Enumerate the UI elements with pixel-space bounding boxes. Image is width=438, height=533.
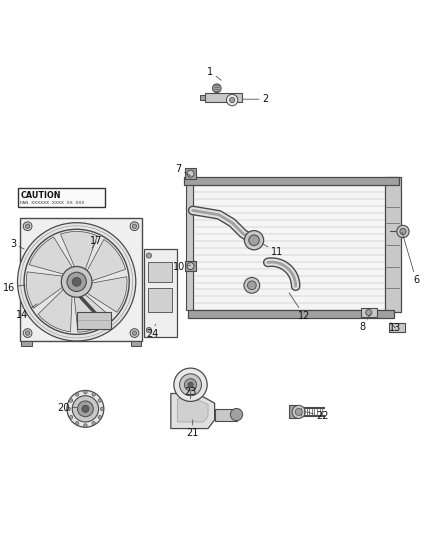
Circle shape — [146, 327, 152, 333]
Circle shape — [292, 405, 305, 418]
Text: 23: 23 — [184, 387, 197, 399]
Text: 7: 7 — [176, 164, 191, 176]
Circle shape — [397, 225, 409, 238]
Polygon shape — [184, 177, 399, 185]
Polygon shape — [21, 341, 32, 346]
Polygon shape — [144, 249, 177, 336]
Polygon shape — [205, 93, 242, 102]
Text: 21: 21 — [187, 420, 199, 438]
Text: 3: 3 — [10, 239, 24, 249]
Circle shape — [146, 253, 152, 258]
Circle shape — [226, 94, 238, 106]
Circle shape — [230, 98, 235, 103]
Polygon shape — [289, 405, 297, 418]
Circle shape — [67, 407, 71, 410]
Polygon shape — [60, 231, 97, 272]
Text: 16: 16 — [3, 282, 25, 293]
Polygon shape — [193, 185, 390, 310]
Polygon shape — [361, 308, 377, 317]
Circle shape — [132, 331, 137, 335]
Circle shape — [67, 391, 104, 427]
Circle shape — [75, 393, 79, 396]
Polygon shape — [171, 393, 215, 429]
Polygon shape — [201, 95, 205, 101]
Polygon shape — [185, 168, 196, 179]
Polygon shape — [131, 341, 141, 346]
Circle shape — [67, 272, 86, 292]
Polygon shape — [389, 322, 405, 332]
Text: FAN  XXXXXX  XXXX  XX  XXX: FAN XXXXXX XXXX XX XXX — [20, 201, 84, 205]
Polygon shape — [29, 237, 74, 275]
Circle shape — [98, 399, 102, 402]
Circle shape — [174, 368, 207, 401]
Circle shape — [247, 281, 256, 290]
Circle shape — [98, 415, 102, 419]
Text: 14: 14 — [16, 304, 37, 320]
Circle shape — [82, 405, 89, 413]
Text: CAUTION: CAUTION — [21, 191, 61, 200]
Circle shape — [92, 393, 95, 396]
Circle shape — [100, 407, 104, 410]
Text: 24: 24 — [146, 324, 159, 338]
Text: 20: 20 — [57, 402, 77, 413]
FancyBboxPatch shape — [18, 188, 105, 207]
Circle shape — [187, 263, 194, 270]
Circle shape — [400, 229, 406, 235]
Circle shape — [75, 422, 79, 425]
Text: 8: 8 — [360, 314, 370, 332]
Polygon shape — [77, 312, 111, 329]
Circle shape — [366, 310, 372, 316]
Circle shape — [61, 266, 92, 297]
Text: 13: 13 — [389, 322, 401, 333]
Circle shape — [130, 222, 139, 231]
Circle shape — [212, 84, 221, 93]
Polygon shape — [85, 239, 125, 282]
Circle shape — [184, 378, 197, 391]
Circle shape — [72, 395, 99, 422]
Text: 12: 12 — [289, 293, 310, 320]
Text: 10: 10 — [173, 262, 191, 272]
Polygon shape — [185, 261, 196, 271]
Circle shape — [187, 170, 194, 177]
Circle shape — [188, 382, 193, 387]
Circle shape — [180, 374, 201, 395]
Circle shape — [249, 235, 259, 246]
Polygon shape — [84, 277, 127, 312]
Text: 6: 6 — [402, 232, 419, 285]
Circle shape — [244, 231, 264, 250]
Circle shape — [132, 224, 137, 229]
Circle shape — [230, 408, 243, 421]
Polygon shape — [188, 310, 394, 318]
Polygon shape — [148, 288, 172, 312]
Circle shape — [295, 408, 302, 415]
Circle shape — [69, 399, 73, 402]
Circle shape — [130, 329, 139, 337]
Circle shape — [69, 415, 73, 419]
Circle shape — [84, 424, 87, 427]
Polygon shape — [38, 287, 72, 332]
Polygon shape — [177, 399, 208, 422]
Circle shape — [23, 329, 32, 337]
Circle shape — [18, 223, 136, 341]
Circle shape — [23, 222, 32, 231]
Text: 1: 1 — [207, 67, 221, 80]
Polygon shape — [74, 293, 112, 332]
Polygon shape — [385, 177, 401, 312]
Text: 17: 17 — [90, 236, 102, 248]
Circle shape — [25, 224, 30, 229]
Polygon shape — [20, 219, 142, 341]
Circle shape — [78, 401, 93, 417]
Polygon shape — [186, 177, 193, 310]
Circle shape — [25, 331, 30, 335]
Text: 2: 2 — [243, 94, 268, 104]
Text: 22: 22 — [307, 411, 328, 421]
Circle shape — [244, 278, 260, 293]
Polygon shape — [215, 409, 237, 421]
Polygon shape — [148, 262, 172, 282]
Polygon shape — [26, 272, 66, 308]
Circle shape — [92, 422, 95, 425]
Text: 11: 11 — [263, 244, 283, 257]
Circle shape — [72, 278, 81, 286]
Circle shape — [84, 391, 87, 394]
